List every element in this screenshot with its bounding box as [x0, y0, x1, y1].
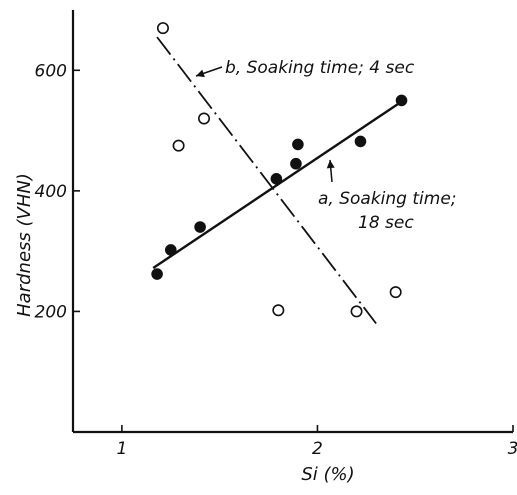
- data-point-series-a: [270, 173, 283, 185]
- data-point-series-a: [164, 244, 177, 256]
- data-point-series-b: [198, 112, 211, 125]
- x-axis-title: Si (%): [301, 464, 354, 485]
- y-axis-title: Hardness (VHN): [14, 173, 35, 317]
- data-point-series-a: [290, 157, 302, 170]
- data-point-series-b: [350, 305, 363, 318]
- y-tick-label: 200: [35, 302, 67, 322]
- annotation-arrowhead: [326, 160, 335, 169]
- x-tick-label: 3: [508, 439, 517, 459]
- annotation-label-b-line-1: b, Soaking time; 4 sec: [225, 58, 415, 78]
- data-points: [151, 22, 408, 318]
- data-point-series-b: [272, 304, 285, 317]
- data-point-series-a: [354, 135, 367, 148]
- axes: 1 2 3 200 400 600: [35, 10, 517, 459]
- annotations: b, Soaking time; 4 sec a, Soaking time; 18…: [195, 58, 457, 233]
- data-point-series-a: [194, 221, 206, 233]
- data-point-series-b: [172, 139, 185, 152]
- x-tick-label: 1: [116, 439, 127, 459]
- data-point-series-a: [395, 94, 408, 107]
- y-tick-label: 400: [35, 182, 67, 202]
- fit-lines: [152, 36, 403, 325]
- data-point-series-b: [389, 286, 402, 299]
- fit-line-series-a: [152, 100, 403, 270]
- data-point-series-b: [156, 22, 169, 35]
- data-point-series-a: [151, 268, 163, 280]
- data-point-series-a: [292, 138, 304, 151]
- y-tick-label: 600: [35, 61, 67, 81]
- fit-line-series-b: [156, 36, 377, 325]
- annotation-label-a-line-2: 18 sec: [358, 213, 414, 233]
- annotation-label-a-line-1: a, Soaking time;: [318, 189, 457, 209]
- x-tick-label: 2: [312, 439, 323, 459]
- annotation-arrowhead: [196, 69, 205, 78]
